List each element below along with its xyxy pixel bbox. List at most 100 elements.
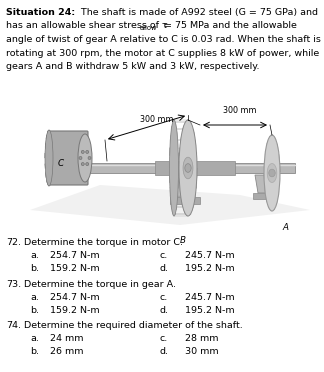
Ellipse shape (169, 120, 179, 216)
Text: b.: b. (30, 306, 39, 315)
Text: 300 mm: 300 mm (140, 115, 173, 124)
Polygon shape (47, 131, 48, 138)
Text: Determine the required diameter of the shaft.: Determine the required diameter of the s… (24, 321, 243, 330)
Polygon shape (51, 138, 52, 145)
Polygon shape (276, 197, 277, 205)
Text: 74.: 74. (6, 321, 21, 330)
Polygon shape (46, 171, 47, 178)
Polygon shape (277, 144, 278, 152)
Polygon shape (50, 132, 51, 140)
Polygon shape (183, 126, 184, 136)
Polygon shape (45, 163, 46, 169)
Text: 159.2 N-m: 159.2 N-m (50, 306, 99, 315)
Text: Determine the torque in gear A.: Determine the torque in gear A. (24, 280, 176, 289)
Polygon shape (194, 191, 195, 201)
Text: angle of twist of gear A relative to C is 0.03 rad. When the shaft is: angle of twist of gear A relative to C i… (6, 35, 321, 44)
Polygon shape (47, 177, 48, 184)
Text: 159.2 N-m: 159.2 N-m (50, 264, 99, 273)
Polygon shape (265, 150, 266, 157)
Text: Situation 24:: Situation 24: (6, 8, 75, 17)
Text: 254.7 N-m: 254.7 N-m (50, 293, 99, 302)
Polygon shape (30, 185, 310, 225)
Text: 26 mm: 26 mm (50, 347, 84, 356)
Text: b.: b. (30, 264, 39, 273)
Text: A: A (282, 223, 288, 232)
Polygon shape (267, 141, 268, 149)
Text: d.: d. (160, 264, 169, 273)
Text: 195.2 N-m: 195.2 N-m (185, 306, 235, 315)
Text: B: B (180, 236, 186, 245)
Bar (253, 193, 277, 199)
Polygon shape (48, 180, 49, 186)
Bar (170, 197, 200, 204)
Circle shape (81, 163, 84, 166)
Bar (84, 163, 295, 173)
Polygon shape (274, 202, 275, 210)
Polygon shape (271, 204, 272, 211)
Polygon shape (255, 175, 275, 193)
Polygon shape (269, 136, 270, 144)
Text: a.: a. (30, 251, 39, 260)
Ellipse shape (264, 135, 280, 211)
Text: rotating at 300 rpm, the motor at C supplies 8 kW of power, while: rotating at 300 rpm, the motor at C supp… (6, 48, 319, 58)
Text: 24 mm: 24 mm (50, 334, 84, 343)
Text: 300 mm: 300 mm (223, 106, 257, 115)
Text: C: C (58, 158, 64, 167)
Text: 30 mm: 30 mm (185, 347, 219, 356)
Polygon shape (170, 135, 171, 145)
Text: a.: a. (30, 293, 39, 302)
Polygon shape (176, 200, 177, 210)
Polygon shape (278, 189, 279, 196)
Polygon shape (171, 126, 172, 136)
Circle shape (88, 157, 91, 160)
Circle shape (79, 157, 82, 160)
Polygon shape (52, 147, 53, 153)
Polygon shape (272, 135, 273, 142)
Circle shape (86, 163, 89, 166)
Polygon shape (188, 120, 189, 129)
Polygon shape (275, 137, 276, 145)
Text: b.: b. (30, 347, 39, 356)
Polygon shape (51, 174, 52, 181)
Text: 73.: 73. (6, 280, 21, 289)
Ellipse shape (45, 130, 53, 186)
Text: allow: allow (140, 25, 157, 31)
Text: gears A and B withdraw 5 kW and 3 kW, respectively.: gears A and B withdraw 5 kW and 3 kW, re… (6, 62, 260, 71)
Polygon shape (172, 203, 173, 214)
Ellipse shape (78, 134, 92, 182)
Polygon shape (52, 166, 53, 173)
Text: a.: a. (30, 334, 39, 343)
Polygon shape (191, 122, 192, 132)
Polygon shape (192, 200, 193, 210)
Text: d.: d. (160, 347, 169, 356)
Text: = 75 MPa and the allowable: = 75 MPa and the allowable (161, 22, 297, 31)
Text: 195.2 N-m: 195.2 N-m (185, 264, 235, 273)
Circle shape (86, 150, 89, 153)
Text: has an allowable shear stress of τ: has an allowable shear stress of τ (6, 22, 168, 31)
Polygon shape (195, 140, 196, 149)
Text: The shaft is made of A992 steel (G = 75 GPa) and: The shaft is made of A992 steel (G = 75 … (78, 8, 318, 17)
Text: 245.7 N-m: 245.7 N-m (185, 251, 235, 260)
Polygon shape (179, 148, 180, 156)
Polygon shape (52, 158, 53, 163)
Polygon shape (187, 207, 188, 216)
Polygon shape (268, 201, 269, 209)
Text: 254.7 N-m: 254.7 N-m (50, 251, 99, 260)
Text: 72.: 72. (6, 238, 21, 247)
Ellipse shape (269, 169, 275, 177)
Text: c.: c. (160, 334, 168, 343)
Polygon shape (173, 207, 174, 216)
Polygon shape (175, 122, 176, 132)
Polygon shape (266, 194, 267, 202)
Polygon shape (174, 120, 175, 129)
Polygon shape (46, 135, 47, 142)
Polygon shape (49, 130, 50, 137)
Polygon shape (173, 175, 197, 197)
Text: 245.7 N-m: 245.7 N-m (185, 293, 235, 302)
Ellipse shape (267, 164, 277, 183)
Text: 28 mm: 28 mm (185, 334, 218, 343)
Polygon shape (182, 197, 183, 207)
FancyBboxPatch shape (48, 131, 88, 185)
Polygon shape (45, 153, 46, 158)
Polygon shape (185, 121, 186, 131)
